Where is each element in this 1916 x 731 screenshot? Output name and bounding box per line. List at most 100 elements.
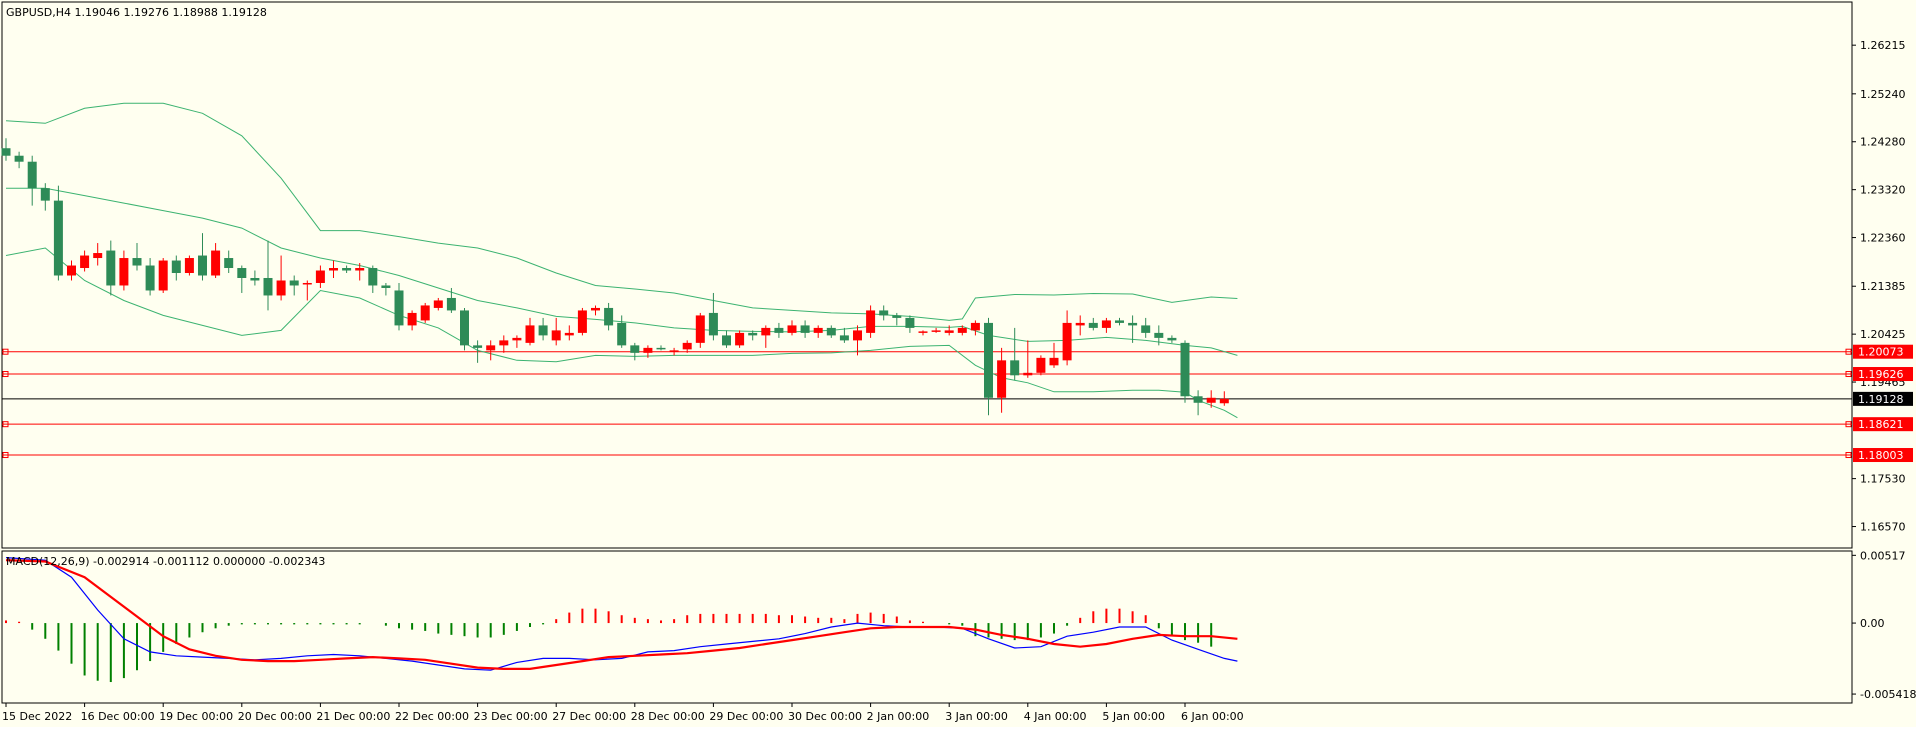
price-axis: 1.26215 1.25240 1.24280 1.23320 1.22360 1.213…: [1852, 39, 1906, 534]
price-tick-label: 1.24280: [1860, 136, 1906, 149]
level-tag-label: 1.18003: [1858, 449, 1904, 462]
candle-body: [879, 310, 889, 316]
time-tick-label: 27 Dec 00:00: [552, 710, 626, 723]
candle-body: [1036, 357, 1046, 373]
candle-body: [342, 268, 352, 271]
price-tick-label: 1.22360: [1860, 232, 1906, 245]
candle-body: [145, 265, 155, 291]
candle-body: [368, 268, 378, 286]
candle-body: [184, 258, 194, 274]
candle-body: [551, 330, 561, 341]
candle-body: [656, 347, 666, 350]
time-tick-label: 15 Dec 2022: [2, 710, 72, 723]
candle-body: [460, 310, 469, 346]
candle-body: [617, 322, 627, 346]
candle-body: [198, 255, 207, 276]
candle-body: [1049, 357, 1059, 366]
candle-body: [892, 315, 902, 318]
candle-body: [944, 330, 954, 333]
candle-body: [40, 188, 50, 201]
candle-body: [538, 325, 548, 336]
time-tick-label: 5 Jan 00:00: [1102, 710, 1165, 723]
candle-body: [604, 307, 614, 326]
candle-body: [853, 330, 862, 341]
candle-body: [1010, 360, 1020, 376]
time-tick-label: 21 Dec 00:00: [316, 710, 390, 723]
candle-body: [499, 340, 509, 346]
candle-body: [682, 342, 692, 350]
level-anchor-left: [2, 421, 9, 428]
candle-body: [839, 335, 849, 341]
candle-body: [119, 258, 129, 286]
candle-body: [80, 255, 90, 269]
time-tick-label: 29 Dec 00:00: [709, 710, 783, 723]
macd-tick-label: -0.005418: [1860, 688, 1916, 701]
level-anchor-right: [1845, 348, 1852, 355]
candle-body: [918, 331, 928, 333]
candle-body: [512, 337, 522, 341]
candle-body: [800, 325, 810, 333]
candle-body: [669, 350, 679, 352]
level-tag-label: 1.19626: [1858, 368, 1904, 381]
candle-body: [27, 161, 37, 189]
candle-body: [433, 300, 443, 308]
candle-body: [525, 325, 535, 343]
candle-body: [355, 268, 365, 271]
candle-body: [787, 325, 797, 333]
macd-panel[interactable]: 0.00517 0.00 -0.005418 MACD(12,26,9) -0.00…: [1, 549, 1916, 704]
candle-body: [826, 327, 836, 336]
candle-body: [708, 312, 718, 336]
price-panel-frame: [1, 1, 1853, 549]
time-tick-label: 2 Jan 00:00: [867, 710, 930, 723]
macd-tick-label: 0.00517: [1860, 549, 1906, 562]
price-panel[interactable]: 1.26215 1.25240 1.24280 1.23320 1.22360 1.213…: [1, 1, 1914, 549]
current-price-label: 1.19128: [1858, 393, 1904, 406]
lower-band: [5, 247, 1238, 419]
candle-body: [1, 148, 11, 156]
candle-body: [302, 282, 312, 285]
candle-body: [1128, 322, 1138, 326]
time-tick-label: 30 Dec 00:00: [788, 710, 862, 723]
candle-body: [905, 317, 915, 328]
candle-body: [407, 312, 417, 326]
time-tick-label: 3 Jan 00:00: [945, 710, 1008, 723]
candle-body: [813, 327, 823, 333]
time-tick-label: 16 Dec 00:00: [81, 710, 155, 723]
time-tick-label: 20 Dec 00:00: [238, 710, 312, 723]
candle-body: [276, 280, 286, 296]
candle-body: [591, 307, 600, 311]
candle-body: [761, 327, 771, 336]
price-tick-label: 1.20425: [1860, 328, 1906, 341]
candle-body: [263, 277, 273, 296]
time-tick-label: 4 Jan 00:00: [1024, 710, 1087, 723]
candle-body: [1101, 320, 1111, 328]
level-tag-label: 1.20073: [1858, 346, 1904, 359]
candle-body: [748, 332, 758, 336]
candle-body: [67, 265, 76, 276]
macd-axis: 0.00517 0.00 -0.005418: [1852, 549, 1916, 701]
macd-histogram: [5, 608, 1213, 683]
candle-body: [1167, 337, 1177, 341]
candle-body: [1075, 322, 1085, 326]
candle-body: [1088, 322, 1098, 328]
candle-body: [315, 270, 325, 283]
time-axis: 15 Dec 2022 16 Dec 00:00 19 Dec 00:00 20 De…: [2, 703, 1244, 723]
level-tag: [1853, 417, 1913, 432]
candle-body: [1115, 320, 1124, 323]
level-tag: [1853, 367, 1913, 382]
time-tick-label: 6 Jan 00:00: [1181, 710, 1244, 723]
price-tick-label: 1.21385: [1860, 280, 1906, 293]
candle-body: [237, 268, 247, 278]
candle-body: [1206, 397, 1216, 403]
candle-body: [381, 285, 391, 288]
candle-body: [1154, 332, 1164, 338]
price-tick-label: 1.23320: [1860, 184, 1906, 197]
upper-band: [5, 102, 1238, 321]
candle-body: [695, 315, 705, 343]
candle-body: [224, 258, 234, 269]
symbol-title: GBPUSD,H4 1.19046 1.19276 1.18988 1.1912…: [6, 6, 267, 19]
macd-title: MACD(12,26,9) -0.002914 -0.001112 0.0000…: [6, 555, 325, 568]
